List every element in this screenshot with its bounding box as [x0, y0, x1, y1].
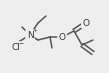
- Text: Cl: Cl: [12, 42, 20, 51]
- Text: N: N: [27, 31, 33, 39]
- Text: −: −: [18, 40, 24, 45]
- Text: +: +: [32, 28, 37, 32]
- Text: O: O: [83, 18, 89, 28]
- Text: O: O: [59, 32, 66, 41]
